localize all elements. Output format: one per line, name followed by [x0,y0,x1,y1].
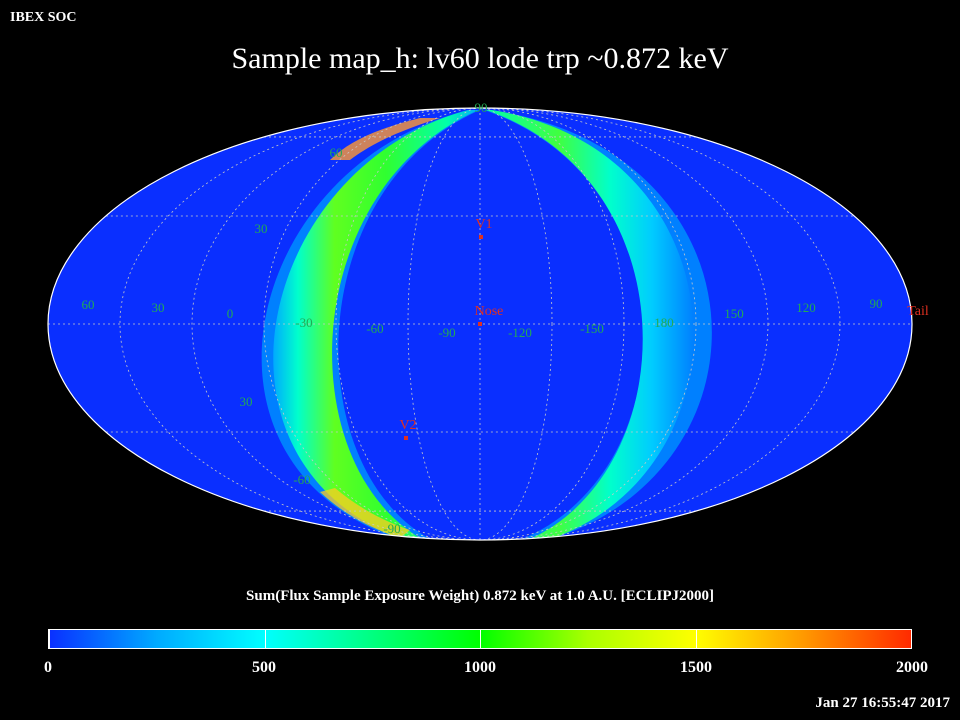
colorbar-tick-label: 0 [44,659,52,676]
meridian-line [119,108,841,540]
marker-nose-label: Nose [475,304,504,319]
exposure-band-left-hot-bottom [320,488,410,538]
marker-v1-dot [479,235,483,239]
colorbar-tick-label: 1000 [464,659,496,676]
colorbar-tick-mark [911,630,912,648]
colorbar-tick-mark [695,630,697,648]
marker-v2-dot [404,436,408,440]
colorbar-tick-label: 1500 [680,659,712,676]
exposure-band-left-core [273,110,478,538]
longitude-label: -150 [580,321,604,336]
marker-tail-label: Tail [907,304,929,319]
timestamp: Jan 27 16:55:47 2017 [815,695,950,711]
latitude-label: 90 [475,100,488,115]
longitude-label: -60 [366,321,383,336]
meridian-line [191,108,769,540]
data-layer [48,108,912,540]
meridian-line [407,108,553,540]
longitude-label: 90 [870,296,883,311]
colorbar-tick-mark [480,630,481,648]
meridian-line [335,108,625,540]
exposure-band-right-core [486,110,694,540]
longitude-label: -90 [438,325,455,340]
colorbar [48,629,912,649]
latitude-label: -60 [293,472,310,487]
longitude-label: 150 [724,306,744,321]
latitude-label: -90 [383,521,400,536]
marker-v1-label: V1 [475,217,492,232]
colorbar-tick-mark [264,630,266,648]
marker-v2-label: V2 [399,418,416,433]
org-label: IBEX SOC [10,10,77,25]
page-title: Sample map_h: lv60 lode trp ~0.872 keV [231,42,729,75]
longitude-label: 180 [654,315,674,330]
colorbar-tick-label: 2000 [896,659,928,676]
colorbar-tick-label: 500 [252,659,276,676]
map-border [47,107,913,541]
longitude-label: -30 [295,315,312,330]
longitude-label: 120 [796,300,816,315]
latitude-label: 60 [330,145,343,160]
latitude-label: 30 [240,394,253,409]
longitude-label: 0 [227,306,234,321]
colorbar-label: Sum(Flux Sample Exposure Weight) 0.872 k… [246,588,714,604]
meridian-line [263,108,697,540]
marker-nose-dot [478,322,482,326]
latitude-label: 30 [255,221,268,236]
longitude-label: 30 [152,300,165,315]
exposure-band-left-hot-top [330,118,440,160]
longitude-label: -120 [508,325,532,340]
longitude-label: 60 [82,297,95,312]
colorbar-tick-mark [49,630,50,648]
